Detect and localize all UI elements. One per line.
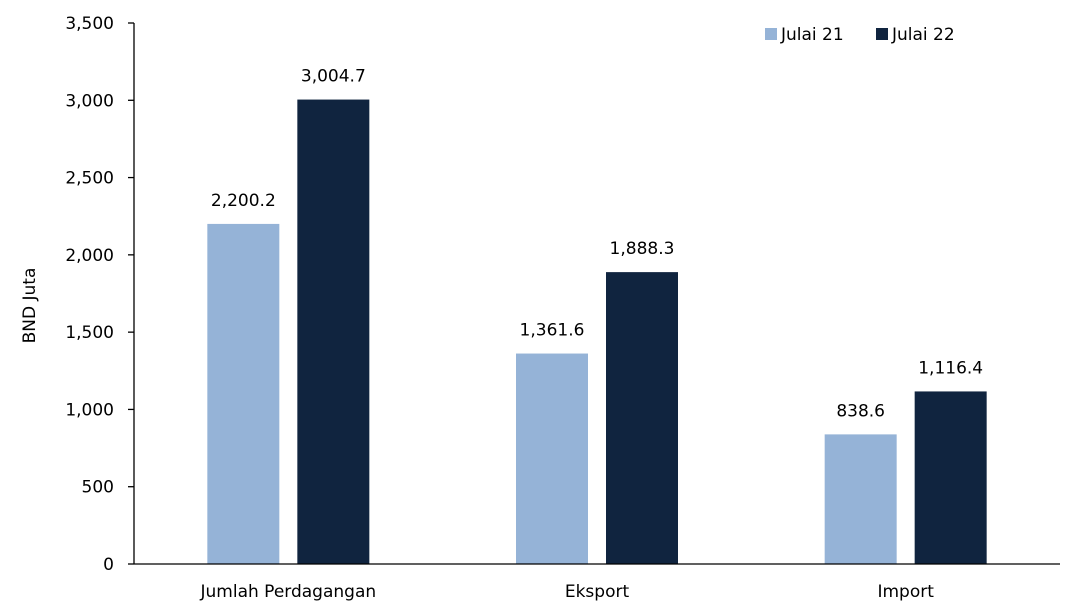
legend-label: Julai 22 (891, 25, 955, 45)
data-label: 1,361.6 (520, 321, 585, 341)
x-axis-categories: Jumlah Perdagangan Eksport Import (200, 582, 935, 602)
bar-julai-22 (914, 391, 987, 564)
y-axis-title: BND Juta (20, 268, 40, 344)
y-tick-label: 0 (103, 555, 114, 575)
legend: Julai 21 Julai 22 (765, 25, 955, 45)
bar-julai-21 (516, 353, 588, 564)
y-tick-label: 2,000 (65, 246, 114, 266)
data-labels-group: 2,200.2 3,004.7 1,361.6 1,888.3 838.6 1,116.4 (211, 67, 983, 422)
bar-julai-22 (297, 99, 370, 564)
y-axis-ticks: 0 500 1,000 1,500 2,000 2,500 3,000 3,500 (65, 14, 134, 575)
legend-label: Julai 21 (780, 25, 844, 45)
y-tick-label: 1,000 (65, 400, 114, 420)
bars-group (207, 99, 987, 565)
data-label: 838.6 (836, 401, 885, 421)
y-tick-label: 500 (82, 478, 114, 498)
data-label: 3,004.7 (301, 67, 366, 87)
x-category-label: Jumlah Perdagangan (200, 582, 377, 602)
bar-julai-22 (606, 272, 678, 564)
data-label: 2,200.2 (211, 191, 276, 211)
bar-julai-21 (207, 223, 280, 565)
y-tick-label: 1,500 (65, 323, 114, 343)
y-tick-label: 2,500 (65, 169, 114, 189)
x-category-label: Import (877, 582, 934, 602)
legend-swatch (876, 28, 888, 40)
data-label: 1,116.4 (918, 358, 983, 378)
x-category-label: Eksport (565, 582, 630, 602)
bar-julai-21 (824, 434, 897, 564)
data-label: 1,888.3 (610, 239, 675, 259)
legend-swatch (765, 28, 777, 40)
y-tick-label: 3,500 (65, 14, 114, 34)
y-tick-label: 3,000 (65, 91, 114, 111)
